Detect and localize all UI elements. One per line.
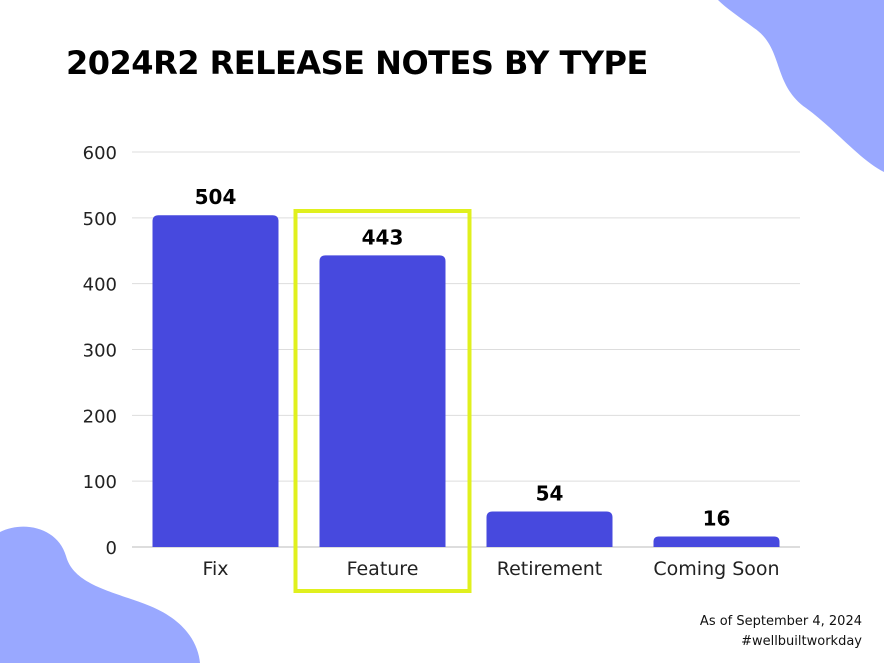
- y-tick-label: 500: [83, 209, 117, 230]
- data-label-fix: 504: [195, 185, 237, 209]
- bottom-left-blob: [0, 526, 200, 663]
- hashtag: #wellbuiltworkday: [741, 634, 862, 649]
- chart-title: 2024R2 RELEASE NOTES BY TYPE: [66, 44, 648, 82]
- y-tick-label: 300: [83, 341, 117, 362]
- data-label-feature: 443: [362, 225, 404, 249]
- y-tick-label: 600: [83, 143, 117, 164]
- y-tick-label: 200: [83, 406, 117, 427]
- bar-retirement: [486, 511, 613, 547]
- data-labels: 504 443 54 16: [195, 185, 731, 530]
- bar-fix: [152, 215, 279, 547]
- data-label-coming-soon: 16: [703, 506, 731, 530]
- x-axis-category-labels: Fix Feature Retirement Coming Soon: [202, 558, 779, 580]
- y-tick-label: 0: [106, 538, 117, 559]
- bar-feature: [319, 255, 446, 547]
- top-right-blob: [718, 0, 884, 172]
- bars: [152, 215, 780, 547]
- category-label-coming-soon: Coming Soon: [653, 558, 779, 580]
- y-axis-tick-labels: 0 100 200 300 400 500 600: [83, 143, 117, 559]
- feature-highlight-box: [293, 209, 472, 593]
- data-label-retirement: 54: [536, 481, 564, 505]
- category-label-retirement: Retirement: [497, 558, 603, 580]
- category-label-fix: Fix: [202, 558, 228, 580]
- y-tick-label: 100: [83, 472, 117, 493]
- y-tick-label: 400: [83, 275, 117, 296]
- footer-note: As of September 4, 2024 #wellbuiltworkda…: [700, 612, 862, 652]
- bar-coming-soon: [653, 536, 780, 547]
- as-of-date: As of September 4, 2024: [699, 614, 862, 629]
- category-label-feature: Feature: [347, 558, 419, 580]
